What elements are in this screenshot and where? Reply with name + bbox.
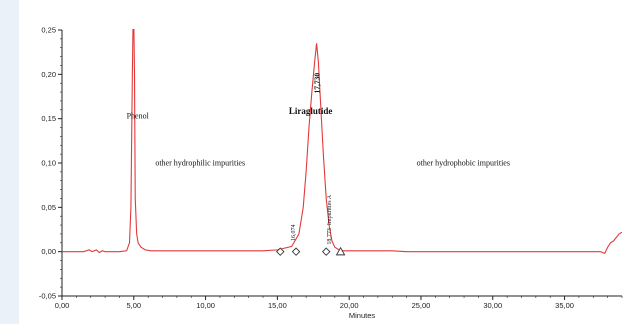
liraglutide-label: Liraglutide xyxy=(289,106,333,116)
peak-time-label: 16,074 xyxy=(291,225,297,242)
peak-marker-diamond xyxy=(321,247,331,256)
x-tick-label: 25,00 xyxy=(412,301,431,310)
y-tick-label: -0,05 xyxy=(39,292,56,301)
x-tick-label: 10,00 xyxy=(196,301,215,310)
peak-time-label: 17,730 xyxy=(313,73,322,94)
hydrophilic-impurities-label: other hydrophilic impurities xyxy=(155,159,245,168)
impurities-a-label: Impurities A xyxy=(327,194,333,225)
chart-panel: -0,05 0,00 0,05 0,10 0,15 0,20 0,25 0,00 5,00 10,… xyxy=(19,0,633,324)
peak-marker-triangle xyxy=(335,246,346,256)
y-tick-label: 0,00 xyxy=(41,247,56,256)
peak-marker-diamond xyxy=(291,247,301,256)
y-tick-label: 0,20 xyxy=(41,70,56,79)
phenol-label: Phenol xyxy=(127,112,150,121)
y-tick-label: 0,25 xyxy=(41,26,56,35)
y-tick-label: 0,15 xyxy=(41,114,56,123)
x-axis-title: Minutes xyxy=(349,311,376,320)
x-tick-label: 30,00 xyxy=(483,301,502,310)
x-tick-label: 20,00 xyxy=(340,301,359,310)
hydrophobic-impurities-label: other hydrophobic impurities xyxy=(417,159,510,168)
x-tick-label: 0,00 xyxy=(55,301,70,310)
x-tick-label: 5,00 xyxy=(126,301,141,310)
chromatogram-chart: -0,050,000,050,100,150,200,250,00 5,00 10,… xyxy=(39,26,623,320)
peak-marker-diamond xyxy=(276,247,285,256)
x-tick-label: 15,00 xyxy=(268,301,287,310)
x-tick-label: 35,00 xyxy=(555,301,574,310)
y-tick-label: 0,05 xyxy=(41,203,56,212)
chromatogram-trace xyxy=(62,29,623,255)
y-tick-label: 0,10 xyxy=(41,159,56,168)
peak-time-label: 18,773 xyxy=(327,228,333,245)
